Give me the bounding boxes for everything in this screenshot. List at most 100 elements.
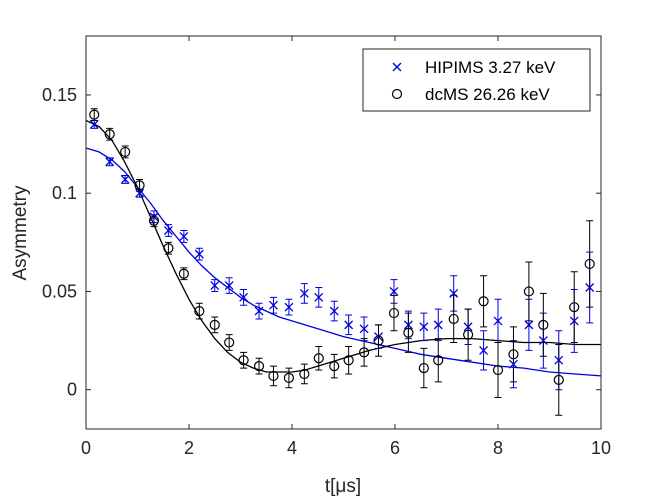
data-point-dcms-26-26-kev-1 [104,129,115,140]
legend-box [362,48,591,112]
data-point-dcms-26-26-kev-26 [478,296,489,307]
data-point-dcms-26-26-kev-3 [134,180,145,191]
error-bar-dcms-26-26-kev-10 [240,351,248,369]
error-bar-dcms-26-26-kev-8 [211,316,219,334]
fit-curve-dcms-26-26-kev [85,119,601,373]
error-bar-dcms-26-26-kev-9 [225,334,233,351]
legend-marker-dcms [391,88,403,100]
data-point-hipims-3-27-kev-29 [524,320,534,330]
data-point-hipims-3-27-kev-3 [135,188,145,198]
fit-curves [85,119,602,377]
error-bar-dcms-26-26-kev-33 [586,220,594,308]
data-point-hipims-3-27-kev-24 [449,288,459,298]
error-bar-dcms-26-26-kev-17 [345,345,353,375]
data-markers [89,109,595,385]
y-tick-labels: 0 0.05 0.1 0.15 [42,85,77,400]
error-bar-dcms-26-26-kev-27 [494,342,502,399]
data-point-dcms-26-26-kev-22 [418,362,429,374]
error-bar-dcms-26-26-kev-23 [434,338,442,383]
data-point-hipims-3-27-kev-25 [463,322,473,332]
data-point-hipims-3-27-kev-31 [554,355,564,365]
data-point-dcms-26-26-kev-12 [268,370,279,382]
legend: HIPIMS 3.27 keV dcMS 26.26 keV [362,48,591,112]
axis-ticks [85,36,602,429]
data-point-dcms-26-26-kev-25 [463,329,474,340]
error-bar-dcms-26-26-kev-32 [570,271,578,344]
x-tick-label: 10 [591,438,611,458]
error-bar-dcms-26-26-kev-21 [404,312,412,353]
data-point-hipims-3-27-kev-9 [224,281,234,291]
data-point-hipims-3-27-kev-16 [329,306,339,316]
data-point-hipims-3-27-kev-33 [585,283,595,292]
error-bar-dcms-26-26-kev-13 [285,367,293,389]
data-point-dcms-26-26-kev-9 [224,337,235,348]
data-point-dcms-26-26-kev-5 [163,243,174,254]
data-point-hipims-3-27-kev-20 [389,286,399,296]
x-tick-label: 4 [287,438,297,458]
data-point-hipims-3-27-kev-32 [569,316,579,326]
data-point-hipims-3-27-kev-23 [433,320,443,330]
error-bar-dcms-26-26-kev-18 [360,338,368,367]
y-tick-label: 0 [67,380,77,400]
data-point-dcms-26-26-kev-18 [359,347,370,358]
error-bar-dcms-26-26-kev-29 [525,261,533,322]
data-point-dcms-26-26-kev-21 [403,327,414,338]
data-point-hipims-3-27-kev-28 [508,359,518,369]
data-point-hipims-3-27-kev-21 [403,320,413,330]
y-tick-label: 0.15 [42,85,77,105]
data-point-dcms-26-26-kev-0 [89,109,100,120]
data-point-dcms-26-26-kev-14 [299,368,310,380]
data-point-dcms-26-26-kev-10 [238,355,249,366]
data-point-dcms-26-26-kev-31 [553,374,564,385]
data-point-dcms-26-26-kev-7 [194,306,205,317]
error-bar-dcms-26-26-kev-22 [420,347,428,389]
data-point-hipims-3-27-kev-15 [314,292,324,302]
data-point-dcms-26-26-kev-32 [569,302,580,313]
data-point-dcms-26-26-kev-17 [343,355,354,366]
x-tick-label: 0 [81,438,91,458]
data-point-dcms-26-26-kev-30 [538,319,549,330]
data-point-dcms-26-26-kev-11 [253,361,265,372]
error-bar-dcms-26-26-kev-26 [480,275,488,328]
error-bar-dcms-26-26-kev-30 [539,292,547,357]
error-bar-dcms-26-26-kev-14 [300,363,308,385]
data-point-hipims-3-27-kev-27 [493,316,503,326]
data-point-hipims-3-27-kev-0 [89,119,99,129]
x-tick-label: 8 [493,438,503,458]
data-point-dcms-26-26-kev-19 [373,335,384,346]
data-point-dcms-26-26-kev-6 [178,268,189,279]
x-axis-label: t[μs] [325,476,361,497]
error-bar-dcms-26-26-kev-7 [195,302,203,320]
plot-frame [85,35,602,430]
data-point-dcms-26-26-kev-23 [433,355,444,366]
data-point-hipims-3-27-kev-22 [419,322,429,332]
error-bar-dcms-26-26-kev-28 [509,326,517,383]
data-point-dcms-26-26-kev-16 [329,361,340,372]
x-tick-label: 6 [390,438,400,458]
x-tick-label: 2 [184,438,194,458]
error-bar-dcms-26-26-kev-31 [555,344,563,416]
data-point-dcms-26-26-kev-29 [523,286,535,297]
y-tick-label: 0.1 [52,183,77,203]
legend-label-hipims: HIPIMS 3.27 keV [425,58,556,77]
data-point-hipims-3-27-kev-10 [239,292,249,302]
x-tick-labels: 0 2 4 6 8 10 [81,438,611,458]
data-point-dcms-26-26-kev-2 [120,146,131,158]
data-point-hipims-3-27-kev-17 [344,320,354,330]
data-point-hipims-3-27-kev-11 [254,306,264,316]
data-point-hipims-3-27-kev-26 [479,345,489,355]
data-point-hipims-3-27-kev-1 [105,157,115,167]
data-point-dcms-26-26-kev-4 [148,215,160,226]
error-bar-dcms-26-26-kev-20 [390,294,398,332]
data-point-dcms-26-26-kev-28 [508,349,519,360]
error-bar-dcms-26-26-kev-16 [330,353,338,379]
legend-x-marker [392,62,402,72]
data-point-hipims-3-27-kev-18 [359,324,369,334]
legend-circle-marker [391,88,403,100]
data-point-hipims-3-27-kev-5 [163,226,173,235]
y-axis-label: Asymmetry [10,185,31,281]
error-bar-dcms-26-26-kev-12 [269,365,277,387]
fit-curve-hipims-3-27-kev [85,147,602,377]
data-point-hipims-3-27-kev-6 [179,231,189,241]
